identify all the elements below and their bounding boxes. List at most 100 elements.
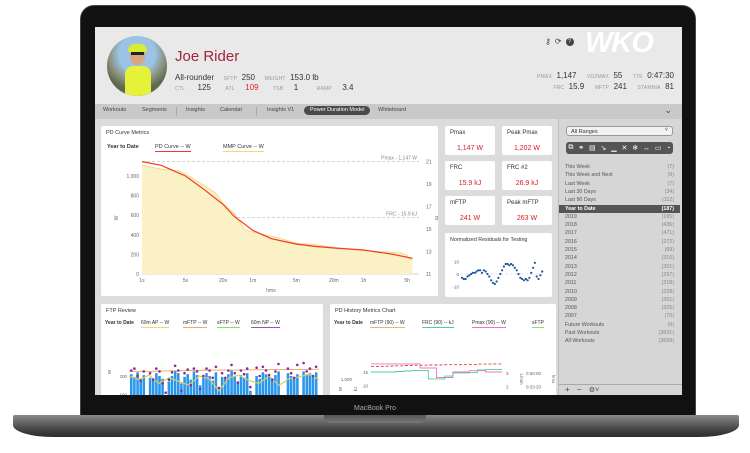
range-list-item[interactable]: 2007 (70) bbox=[559, 312, 680, 320]
range-list-item[interactable]: Last 30 Days (34) bbox=[559, 188, 680, 196]
ftp-bar bbox=[245, 373, 249, 395]
legend-item[interactable]: FRC (90) -- kJ bbox=[422, 320, 454, 328]
range-count: (3691) bbox=[658, 330, 674, 336]
range-list-item[interactable]: 2017 (471) bbox=[559, 229, 680, 237]
metric-label: MFTP bbox=[594, 85, 610, 91]
range-list-item[interactable]: Past Workouts (3691) bbox=[559, 329, 680, 337]
add-icon[interactable]: + bbox=[565, 385, 570, 394]
ski-icon[interactable]: ✕ bbox=[621, 145, 628, 152]
tab-power-duration-model[interactable]: Power Duration Model bbox=[304, 105, 371, 115]
range-label: Last Week bbox=[565, 180, 590, 187]
ftp-bar bbox=[139, 379, 142, 395]
metric-value: 0:47:30 bbox=[647, 71, 674, 80]
tab-segments[interactable]: Segments bbox=[142, 107, 167, 113]
range-list-item[interactable]: 2015 (69) bbox=[559, 246, 680, 254]
legend-item[interactable]: mFTP (90) -- W bbox=[370, 320, 405, 328]
sidebar-toolbar: + − ⚙˅ bbox=[559, 384, 682, 395]
ftp-bar bbox=[277, 371, 280, 395]
tab-insights[interactable]: Insights bbox=[186, 107, 205, 113]
legend-item[interactable]: sFTP bbox=[532, 320, 544, 328]
gear-icon[interactable]: ⚙˅ bbox=[588, 387, 600, 394]
range-label: 2008 bbox=[565, 305, 577, 312]
ftp-bar bbox=[180, 383, 183, 395]
remove-icon[interactable]: − bbox=[576, 385, 582, 394]
ftp-bar bbox=[236, 381, 240, 395]
avatar[interactable] bbox=[107, 36, 167, 96]
np-point bbox=[158, 370, 161, 373]
range-count: (316) bbox=[661, 255, 674, 262]
np-point bbox=[242, 372, 246, 376]
key-icon[interactable]: ⚷ bbox=[545, 37, 551, 46]
legend-item[interactable]: 60m NP -- W bbox=[251, 320, 280, 328]
range-list-item[interactable]: 2009 (301) bbox=[559, 296, 680, 304]
range-label: 2017 bbox=[565, 230, 577, 237]
residual-point bbox=[519, 276, 522, 279]
range-list-item[interactable]: This Week (7) bbox=[559, 163, 680, 171]
card-title: FRC bbox=[450, 165, 463, 171]
y-axis-label: W bbox=[107, 369, 112, 374]
bike-icon[interactable]: ⚭ bbox=[578, 145, 585, 152]
range-list-item[interactable]: Last Week (7) bbox=[559, 180, 680, 188]
residual-point bbox=[530, 271, 533, 274]
shoe-icon[interactable]: ▁ bbox=[611, 145, 617, 152]
strength-icon[interactable]: ▤ bbox=[589, 145, 596, 152]
tab-workouts[interactable]: Workouts bbox=[103, 107, 127, 113]
y-tick-label: 0 bbox=[456, 272, 459, 277]
arrows-icon[interactable]: ↔ bbox=[642, 144, 650, 152]
range-list-item[interactable]: This Week and Next (9) bbox=[559, 171, 680, 179]
refresh-icon[interactable]: ⟳ bbox=[554, 37, 562, 46]
np-point bbox=[217, 386, 221, 390]
range-list-item[interactable]: All Workouts (3699) bbox=[559, 337, 680, 345]
legend-item[interactable]: sFTP -- W bbox=[217, 320, 240, 328]
range-count: (112) bbox=[662, 197, 674, 204]
range-list-item[interactable]: 2018 (436) bbox=[559, 221, 680, 229]
ftp-bar bbox=[155, 373, 158, 395]
range-list-item[interactable]: 2012 (297) bbox=[559, 271, 680, 279]
rower-icon[interactable]: ▭ bbox=[654, 145, 662, 152]
range-label: 2015 bbox=[565, 247, 577, 253]
range-list-item[interactable]: 2016 (272) bbox=[559, 238, 680, 246]
ftp-bar bbox=[292, 377, 296, 395]
snow-icon[interactable]: ❄ bbox=[632, 145, 639, 152]
residual-point bbox=[510, 262, 513, 266]
range-list-item[interactable]: 2014 (316) bbox=[559, 254, 680, 262]
range-list-item[interactable]: 2013 (301) bbox=[559, 263, 680, 271]
range-list-item[interactable]: 2011 (318) bbox=[559, 279, 680, 287]
tab-calendar[interactable]: Calendar bbox=[220, 107, 243, 113]
legend-item[interactable]: 60m AP -- W bbox=[141, 320, 170, 328]
residual-point bbox=[515, 269, 518, 272]
ap-line bbox=[128, 373, 320, 392]
np-point bbox=[136, 374, 139, 378]
range-list-item[interactable]: 2019 (195) bbox=[559, 213, 680, 221]
all-sports-icon[interactable]: ⧉ bbox=[568, 144, 574, 151]
run-icon[interactable]: ↘ bbox=[600, 145, 607, 152]
tab-insights-v1[interactable]: Insights V1 bbox=[267, 107, 295, 113]
np-point bbox=[133, 367, 136, 370]
range-list-item[interactable]: 2010 (328) bbox=[559, 288, 680, 296]
np-point bbox=[186, 368, 189, 371]
ftp-bar bbox=[302, 371, 305, 395]
legend-item[interactable]: Pmax (90) -- W bbox=[472, 320, 506, 328]
stopwatch-icon[interactable]: ◔ bbox=[666, 144, 671, 152]
np-point bbox=[258, 374, 261, 378]
range-list-item[interactable]: 2008 (325) bbox=[559, 304, 680, 312]
ftp-bar bbox=[192, 371, 196, 395]
residual-point bbox=[532, 266, 535, 269]
range-list-item[interactable]: Last 90 Days (112) bbox=[559, 196, 680, 204]
hms-tick-label: 0:33:20 bbox=[526, 384, 542, 389]
metric-label: TTE bbox=[632, 74, 643, 80]
legend-item[interactable]: mFTP -- W bbox=[183, 320, 208, 328]
metric-value: 241 bbox=[613, 82, 627, 91]
help-icon[interactable]: ? bbox=[565, 38, 574, 46]
range-list-item[interactable]: Future Workouts (9) bbox=[559, 321, 680, 329]
legend-mmp-curve[interactable]: MMP Curve -- W bbox=[223, 144, 264, 152]
y2-tick-label: 21 bbox=[426, 160, 432, 166]
legend-pd-curve[interactable]: PD Curve -- W bbox=[155, 144, 191, 152]
tab-whiteboard[interactable]: Whiteboard bbox=[378, 107, 407, 113]
range-list-item[interactable]: Year to Date (187) bbox=[559, 204, 680, 213]
range-count: (187) bbox=[661, 205, 674, 212]
range-dropdown[interactable]: All Ranges ˅ bbox=[566, 126, 673, 136]
chevron-down-icon[interactable]: ⌄ bbox=[664, 105, 672, 115]
model-metrics-row2: FRC 15.9 MFTP 241 STAMINA 81 bbox=[553, 76, 674, 94]
ftp-bar bbox=[233, 376, 236, 395]
